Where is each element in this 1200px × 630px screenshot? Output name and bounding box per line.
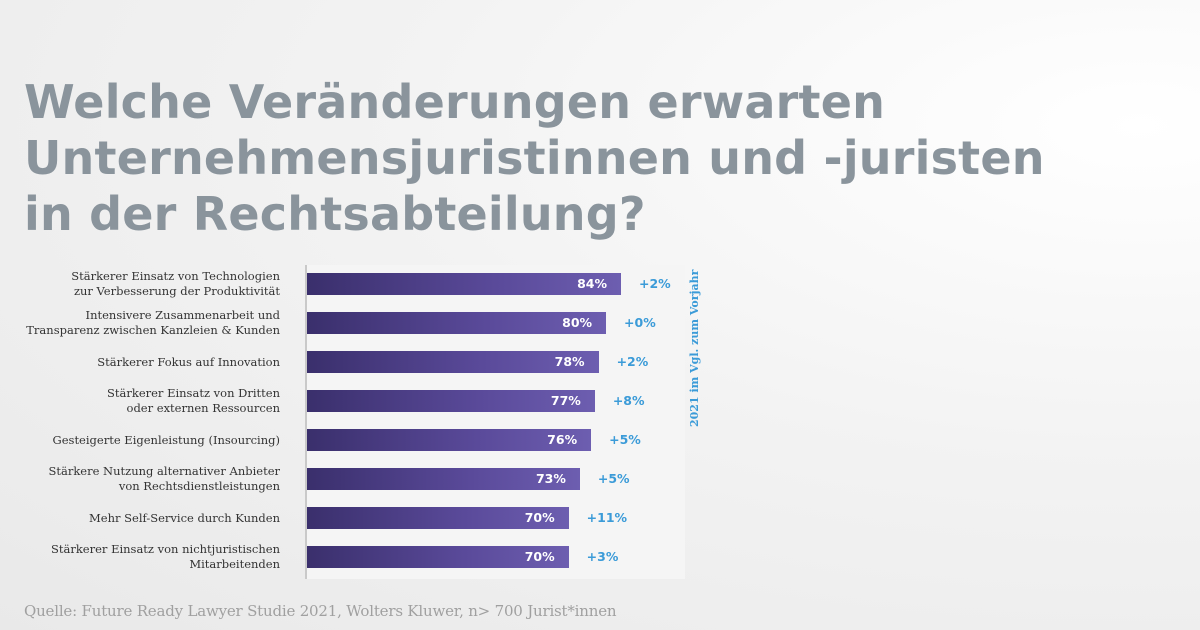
category-label-line: Mitarbeitenden <box>189 557 280 571</box>
bar <box>307 390 595 412</box>
category-label: Intensivere Zusammenarbeit und Transparen… <box>10 308 280 338</box>
category-label-line: Stärkerer Fokus auf Innovation <box>97 354 280 369</box>
category-label-line: Stärkerer Einsatz von nichtjuristischen <box>50 542 280 556</box>
change-label: +5% <box>597 471 630 486</box>
category-label: Stärkerer Einsatz von nichtjuristischen M… <box>10 542 280 572</box>
category-label-line: Intensivere Zusammenarbeit und <box>85 308 280 322</box>
change-label: +8% <box>612 393 645 408</box>
change-label: +0% <box>624 315 656 330</box>
bar-value-label: 70% <box>524 510 555 525</box>
title-line-1: Welche Veränderungen erwarten <box>24 75 886 129</box>
page-title: Welche Veränderungen erwarten Unternehme… <box>24 74 1174 242</box>
bar <box>307 546 569 568</box>
source-note: Quelle: Future Ready Lawyer Studie 2021,… <box>24 602 617 620</box>
bar-value-label: 76% <box>547 432 578 447</box>
category-label: Stärkerer Fokus auf Innovation <box>10 355 280 370</box>
bar-value-label: 80% <box>562 315 593 330</box>
bar <box>307 312 607 334</box>
category-label: Gesteigerte Eigenleistung (Insourcing) <box>10 433 280 448</box>
bar-value-label: 73% <box>535 471 566 486</box>
change-label: +5% <box>609 432 641 447</box>
category-label: Stärkerer Einsatz von Dritten oder extern… <box>10 386 280 416</box>
change-label: +3% <box>586 549 619 564</box>
change-label: +11% <box>586 510 628 525</box>
bar-value-label: 70% <box>524 549 555 564</box>
category-label-line: Gesteigerte Eigenleistung (Insourcing) <box>52 432 280 447</box>
category-label-line: Mehr Self-Service durch Kunden <box>89 510 280 525</box>
change-label: +2% <box>639 276 671 291</box>
category-label-line: Stärkerer Einsatz von Dritten <box>107 386 280 400</box>
bar <box>307 273 621 295</box>
category-label: Stärkerer Einsatz von Technologien zur Ve… <box>10 269 280 299</box>
chart-axis-line <box>305 265 307 579</box>
title-line-2: Unternehmensjuristinnen und -juristen <box>24 131 1045 185</box>
category-label-line: Stärkere Nutzung alternativer Anbieter <box>48 464 280 478</box>
category-label-line: Transparenz zwischen Kanzleien & Kunden <box>26 323 280 337</box>
category-label-line: Stärkerer Einsatz von Technologien <box>71 269 280 283</box>
category-label-line: von Rechtsdienstleistungen <box>118 479 280 493</box>
bar <box>307 351 599 373</box>
bar-value-label: 77% <box>550 393 581 408</box>
category-label-line: oder externen Ressourcen <box>126 401 280 415</box>
change-label: +2% <box>616 354 649 369</box>
category-label: Stärkere Nutzung alternativer Anbieter vo… <box>10 464 280 494</box>
category-label-line: zur Verbesserung der Produktivität <box>73 284 280 298</box>
bar <box>307 468 580 490</box>
bar <box>307 507 569 529</box>
title-line-3: in der Rechtsabteilung? <box>24 187 646 241</box>
category-label: Mehr Self-Service durch Kunden <box>10 511 280 526</box>
change-caption: 2021 im Vgl. zum Vorjahr <box>688 269 701 427</box>
bar-value-label: 78% <box>554 354 585 369</box>
bar <box>307 429 592 451</box>
bar-value-label: 84% <box>577 276 607 291</box>
